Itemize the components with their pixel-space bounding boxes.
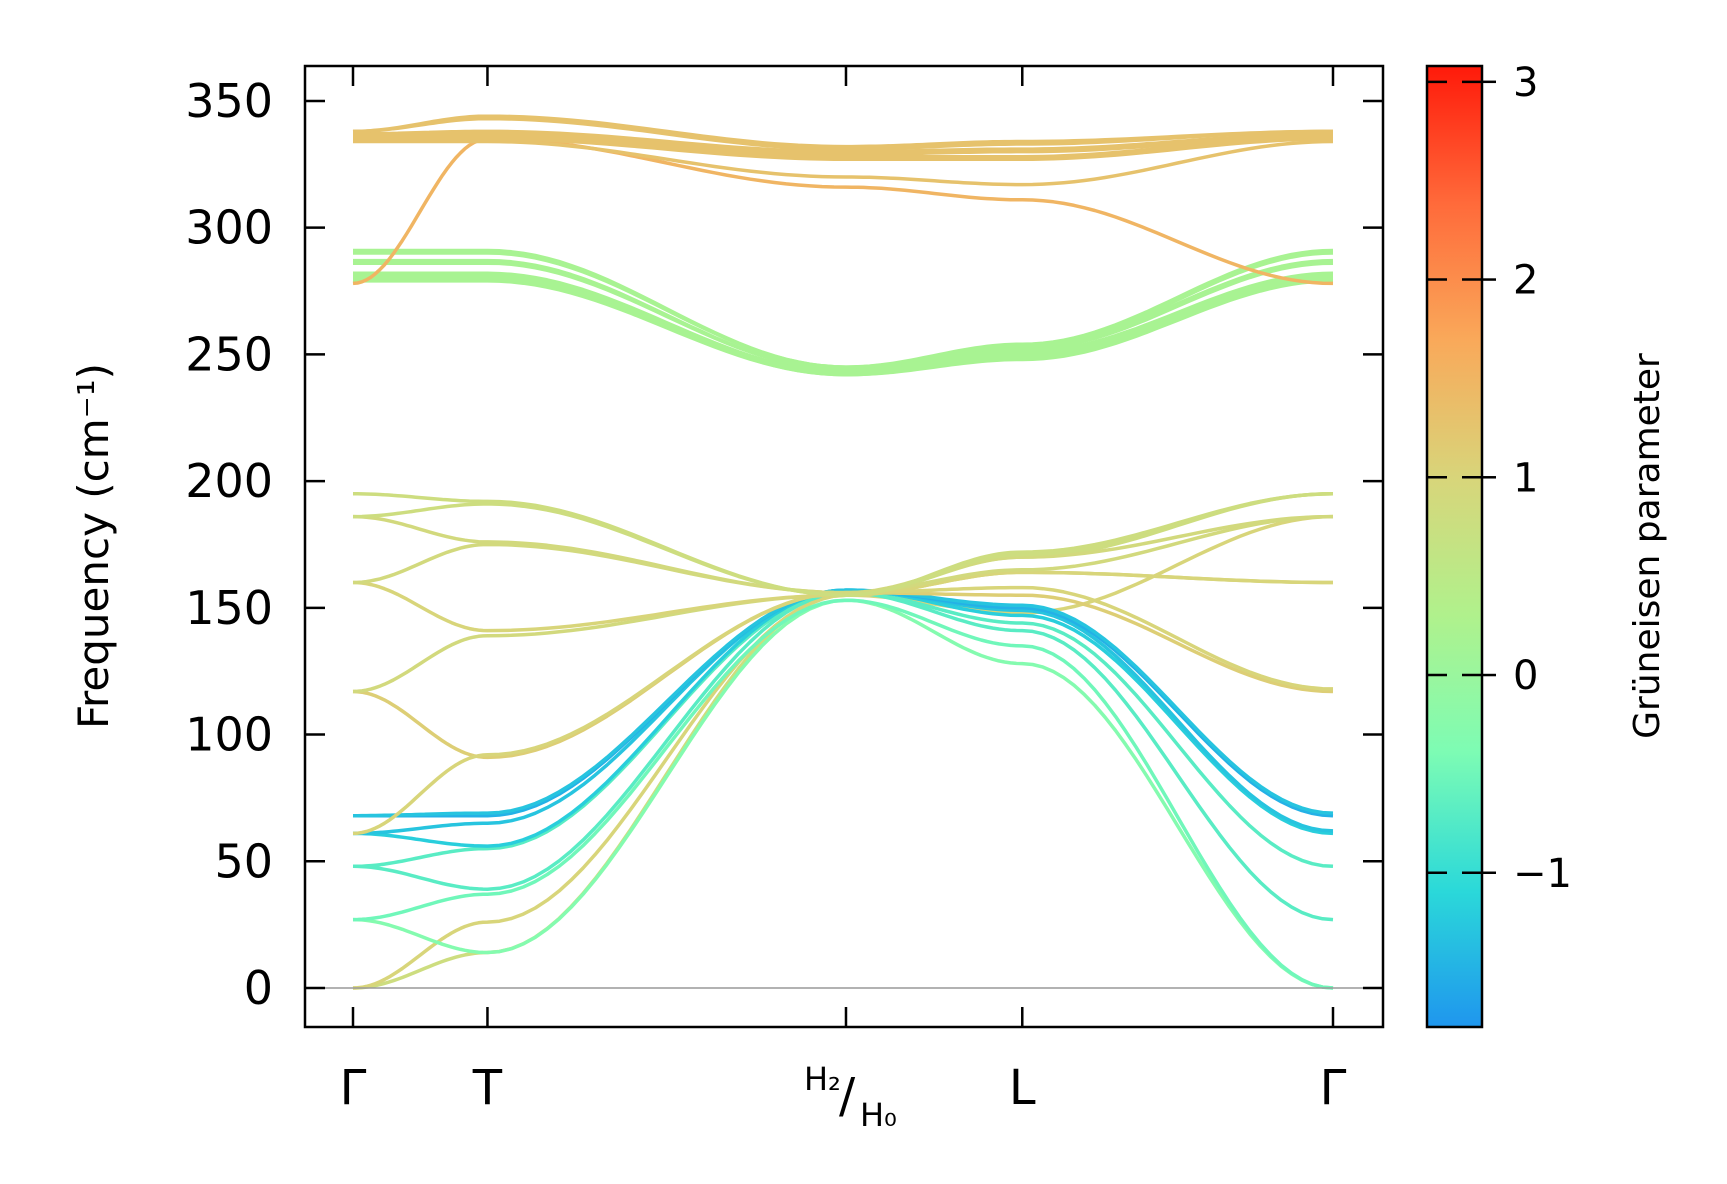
colorbar-tick-label: 1 [1513, 455, 1538, 501]
band-26 [352, 137, 1334, 286]
band-21 [353, 271, 1334, 374]
band-31 [353, 129, 1333, 154]
x-tick-label: L [1009, 1060, 1036, 1116]
band-11 [352, 585, 1334, 836]
band-lines [352, 114, 1334, 990]
band-3 [352, 598, 1334, 990]
band-20 [353, 274, 1334, 374]
band-29 [353, 134, 1334, 159]
y-tick-label: 0 [244, 961, 273, 1015]
x-tick-label-bottom: H₀ [860, 1096, 897, 1134]
band-28 [353, 137, 1333, 161]
plot-frame [303, 64, 1385, 1029]
band-19 [353, 276, 1334, 377]
colorbar-tick-label: 3 [1513, 60, 1538, 106]
y-tick-label: 250 [185, 327, 273, 381]
band-23 [353, 258, 1334, 372]
x-tick-label-separator: / [839, 1068, 856, 1124]
band-0 [352, 492, 1334, 990]
y-tick-label: 200 [185, 454, 273, 508]
y-tick-label: 100 [185, 708, 273, 762]
y-tick-label: 300 [185, 201, 273, 255]
band-25 [353, 248, 1334, 369]
colorbar-gradient [1425, 64, 1484, 1029]
band-33 [352, 114, 1333, 149]
y-axis-label: Frequency (cm⁻¹) [69, 363, 118, 729]
colorbar-tick-label: 0 [1513, 653, 1538, 699]
y-axis: 0 50 100 150 200 250 300 350 [185, 74, 1383, 1015]
y-tick-label: 50 [214, 834, 273, 888]
x-axis: Γ T H₂/H₀ L Γ [340, 66, 1347, 1134]
band-15 [352, 514, 1334, 595]
colorbar-ticks: −1 0 1 2 3 [1427, 60, 1572, 897]
x-tick-label: T [472, 1060, 503, 1116]
band-27 [353, 139, 1334, 187]
band-9 [353, 588, 1334, 818]
band-7 [353, 588, 1334, 836]
band-14 [352, 514, 1334, 595]
x-tick-label-top: H₂ [804, 1060, 841, 1098]
colorbar-label: Grüneisen parameter [1627, 353, 1668, 739]
colorbar: −1 0 1 2 3 Grüneisen parameter [1425, 60, 1668, 1029]
x-tick-label: Γ [1320, 1060, 1347, 1116]
colorbar-tick-label: 2 [1513, 258, 1538, 304]
band-8 [353, 588, 1334, 818]
y-tick-label: 150 [185, 581, 273, 635]
x-tick-label: Γ [340, 1060, 367, 1116]
band-17 [353, 492, 1334, 597]
band-30 [353, 132, 1334, 156]
band-2 [352, 598, 1334, 990]
band-32 [352, 116, 1333, 151]
y-tick-label: 350 [185, 74, 273, 128]
colorbar-tick-label: −1 [1513, 851, 1572, 897]
